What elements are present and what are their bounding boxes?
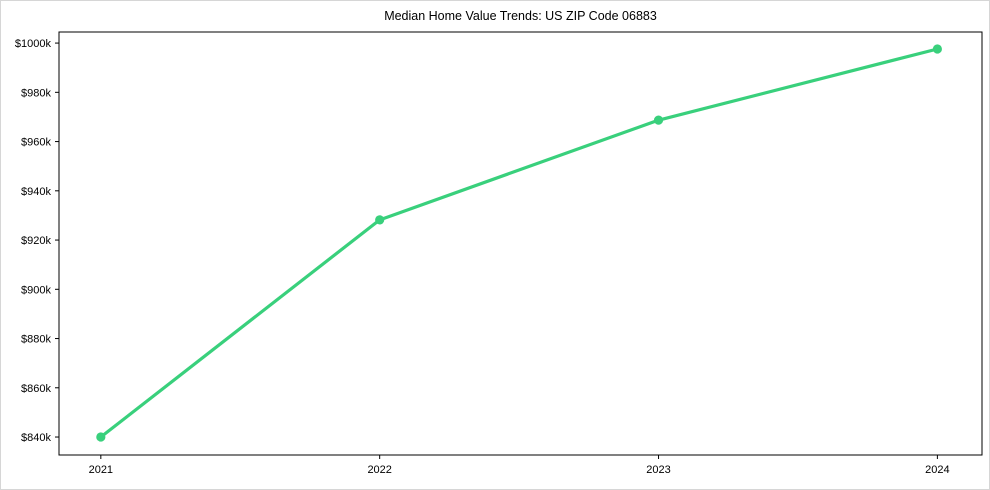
y-tick-label: $920k	[21, 235, 51, 247]
y-tick-label: $840k	[21, 432, 51, 444]
y-tick-label: $860k	[21, 383, 51, 395]
x-tick-label: 2022	[367, 464, 391, 476]
y-tick-label: $960k	[21, 137, 51, 149]
chart-title: Median Home Value Trends: US ZIP Code 06…	[384, 9, 657, 23]
data-point-marker	[653, 115, 664, 125]
trend-line	[99, 47, 939, 439]
x-tick-label: 2021	[89, 464, 113, 476]
y-tick-label: $900k	[21, 284, 51, 296]
y-tick-label: $940k	[21, 186, 51, 198]
data-point-marker	[375, 215, 385, 225]
data-point-marker	[96, 432, 106, 442]
y-tick-label: $880k	[21, 334, 51, 346]
y-tick-label: $1000k	[15, 38, 52, 50]
x-tick-label: 2023	[646, 464, 670, 476]
x-tick-label: 2024	[925, 464, 949, 476]
y-tick-label: $980k	[21, 87, 51, 99]
data-point-marker	[932, 44, 942, 54]
plot-border	[58, 31, 983, 456]
